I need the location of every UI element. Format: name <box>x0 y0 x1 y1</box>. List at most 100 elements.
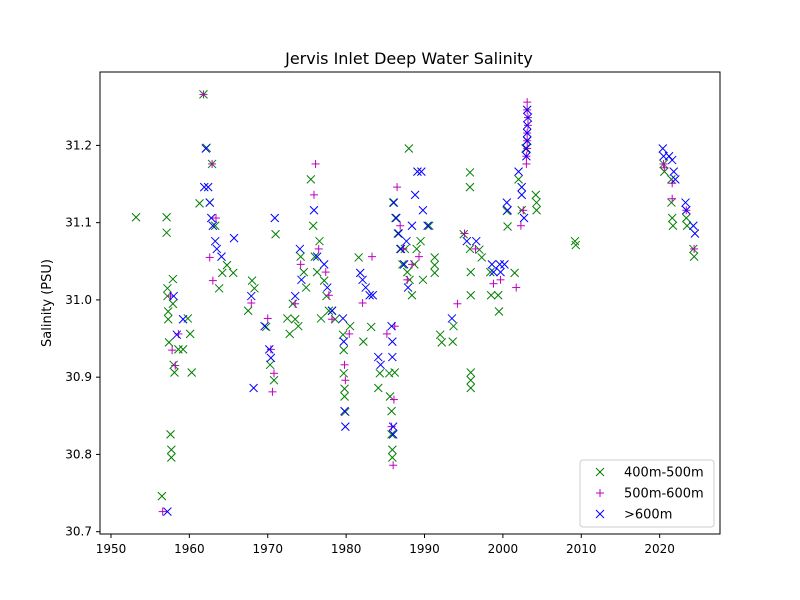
legend-label: >600m <box>624 508 672 523</box>
data-point <box>489 267 498 277</box>
data-point <box>460 229 469 238</box>
data-point <box>345 321 355 331</box>
data-point <box>171 361 180 370</box>
data-point <box>162 228 171 238</box>
data-point <box>571 240 581 250</box>
data-point <box>316 314 326 323</box>
data-point <box>667 198 676 207</box>
data-point <box>658 144 668 153</box>
data-point <box>185 329 195 339</box>
data-point <box>670 175 680 184</box>
x-axis: 1950 1960 1970 1980 1990 2000 2010 2020 <box>96 534 675 556</box>
data-point <box>407 221 417 231</box>
data-point <box>403 275 412 284</box>
data-point <box>447 314 457 323</box>
data-point <box>690 229 700 238</box>
data-point <box>163 314 173 324</box>
data-point <box>340 384 349 394</box>
data-point <box>487 260 497 269</box>
data-point <box>212 244 222 254</box>
data-point <box>517 190 527 200</box>
data-point <box>410 190 420 200</box>
data-point <box>168 274 178 284</box>
data-point <box>178 314 188 324</box>
data-point <box>268 387 277 396</box>
data-point <box>453 299 462 308</box>
data-point <box>494 307 504 316</box>
plot-area <box>131 90 700 516</box>
data-point <box>365 290 374 300</box>
data-point <box>388 453 397 462</box>
data-point <box>502 198 512 207</box>
data-point <box>402 236 411 246</box>
data-point <box>475 245 484 255</box>
data-point <box>324 291 333 300</box>
data-point <box>373 352 383 362</box>
data-point <box>250 283 259 293</box>
data-point <box>465 168 475 177</box>
data-point <box>668 221 678 231</box>
data-point <box>340 406 349 416</box>
plot-frame <box>99 71 721 535</box>
data-point <box>297 275 306 285</box>
data-point <box>668 179 677 188</box>
data-point <box>206 213 216 223</box>
data-point <box>517 182 527 192</box>
y-tick-label: 31.2 <box>65 138 92 152</box>
data-point <box>681 198 690 207</box>
data-point <box>403 283 413 292</box>
y-tick-label: 30.8 <box>65 447 92 461</box>
data-point <box>417 167 426 177</box>
data-point <box>340 392 349 401</box>
data-point <box>228 268 238 278</box>
data-point <box>229 233 239 243</box>
series-2-markers <box>158 90 699 516</box>
data-point <box>247 299 256 307</box>
data-point <box>166 453 176 462</box>
data-point <box>519 213 529 223</box>
data-point <box>290 314 300 324</box>
legend-label: 500m-600m <box>624 487 704 502</box>
data-point <box>669 167 679 177</box>
data-point <box>322 283 332 292</box>
data-point <box>296 260 305 269</box>
data-point <box>261 322 271 332</box>
data-point <box>466 375 476 385</box>
data-point <box>522 144 531 153</box>
data-point <box>157 491 167 501</box>
data-point <box>358 299 367 307</box>
data-point <box>387 422 396 431</box>
data-point <box>402 267 412 277</box>
data-point <box>471 236 481 246</box>
data-point <box>430 260 440 270</box>
y-tick-label: 30.9 <box>65 370 92 384</box>
data-point <box>388 198 398 207</box>
data-point <box>391 213 400 223</box>
data-point <box>465 182 475 192</box>
data-point <box>522 159 531 168</box>
data-point <box>407 260 416 269</box>
data-point <box>169 360 179 370</box>
data-point <box>418 275 428 285</box>
y-axis-label: Salinity (PSU) <box>40 259 55 347</box>
data-point <box>266 353 276 363</box>
data-point <box>164 338 174 347</box>
data-point <box>166 445 176 455</box>
data-point <box>390 368 400 377</box>
data-point <box>465 244 475 254</box>
data-point <box>486 290 496 300</box>
data-point <box>269 375 279 385</box>
data-point <box>301 283 311 292</box>
data-point <box>512 283 521 292</box>
data-point <box>327 306 337 316</box>
data-point <box>668 194 677 203</box>
data-point <box>270 369 279 378</box>
data-point <box>163 283 172 293</box>
data-point <box>503 205 512 215</box>
data-point <box>493 290 503 300</box>
y-tick-label: 31.0 <box>65 293 92 307</box>
data-point <box>217 268 227 278</box>
data-point <box>388 422 398 431</box>
data-point <box>260 321 269 331</box>
data-point <box>516 221 525 230</box>
